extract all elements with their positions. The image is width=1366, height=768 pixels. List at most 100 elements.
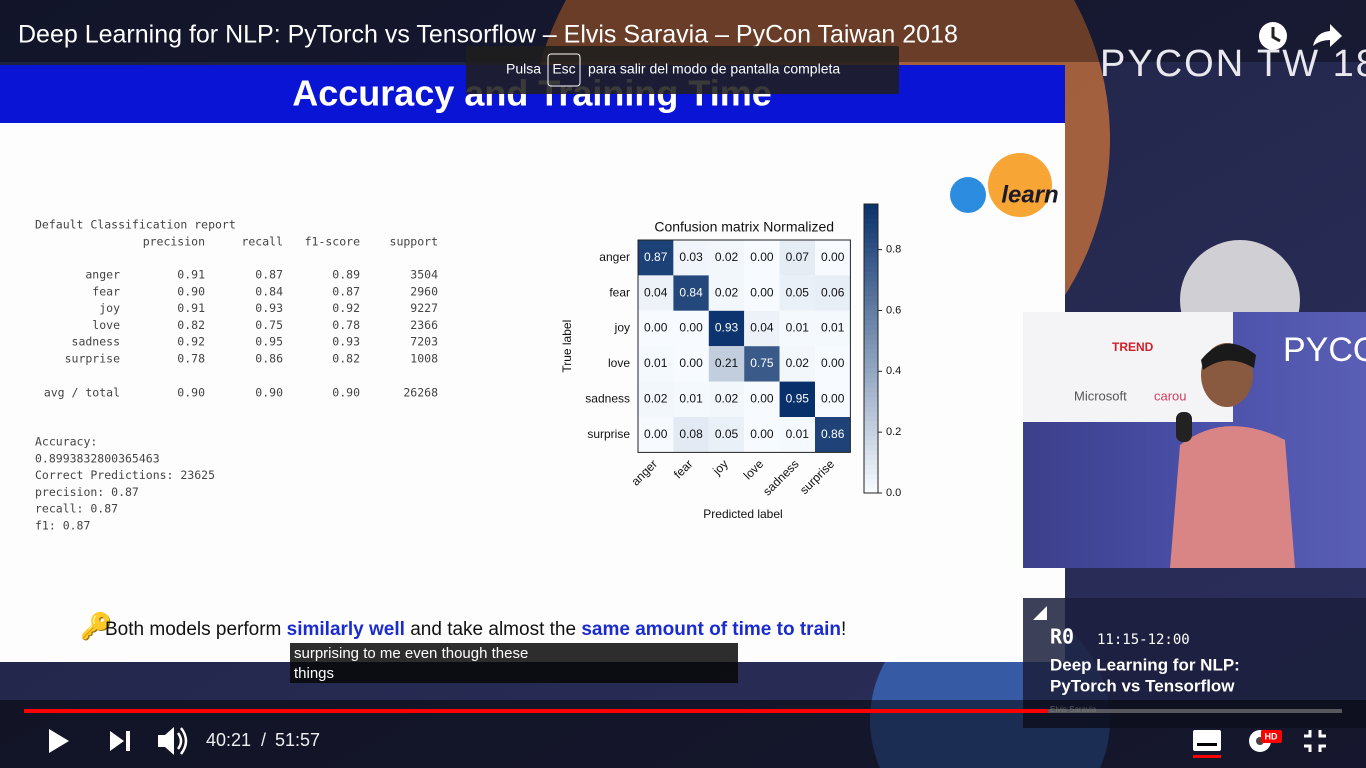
hd-label: HD: [1265, 731, 1278, 741]
watch-later-icon[interactable]: [1259, 22, 1287, 50]
colorbar-segment: [864, 204, 878, 210]
next-button[interactable]: [110, 731, 130, 751]
colorbar-segment: [864, 387, 878, 393]
cm-cell: [744, 310, 780, 347]
report-cell: 0.90: [177, 284, 205, 298]
colorbar-segment: [864, 285, 878, 292]
emphasis: same amount of time to train: [581, 619, 841, 640]
cm-value: 0.00: [750, 427, 774, 441]
time-slot: 11:15-12:00: [1097, 632, 1190, 648]
colorbar-segment: [864, 444, 878, 451]
report-cell: 0.82: [177, 318, 205, 332]
cm-cell: [815, 275, 851, 311]
cm-value: 0.00: [679, 356, 703, 370]
cm-row-label: surprise: [587, 427, 630, 441]
report-cell: 0.92: [177, 335, 205, 349]
report-cell: 9227: [410, 301, 438, 315]
duration: 51:57: [275, 730, 320, 750]
cm-value: 0.00: [821, 250, 845, 264]
report-cell: 0.91: [177, 268, 205, 282]
cm-value: 0.08: [679, 427, 703, 441]
colorbar-segment: [864, 218, 878, 224]
colorbar-segment: [864, 237, 878, 244]
cm-value: 0.02: [715, 250, 739, 264]
cm-cell: [744, 275, 780, 311]
colorbar-segment: [864, 382, 878, 388]
cm-cell: [779, 240, 815, 276]
colorbar-segment: [864, 473, 878, 480]
colorbar-segment: [864, 420, 878, 427]
caption-box: [290, 643, 738, 683]
report-cell: surprise: [65, 352, 120, 366]
report-cell: 0.78: [177, 352, 205, 366]
report-cell: sadness: [72, 335, 120, 349]
colorbar-segment: [864, 295, 878, 301]
cm-cell: [673, 417, 709, 453]
cm-cell: [708, 417, 745, 453]
cm-cell: [673, 275, 709, 311]
cm-value: 0.00: [644, 427, 668, 441]
colorbar-segment: [864, 406, 878, 412]
sponsor: TREND: [1112, 340, 1154, 354]
cm-value: 0.02: [715, 285, 739, 299]
cm-value: 0.00: [679, 321, 703, 335]
cm-value: 0.86: [821, 427, 845, 441]
colorbar-segment: [864, 425, 878, 431]
cm-cell: [779, 310, 815, 347]
cm-value: 0.05: [786, 285, 810, 299]
exit-fullscreen[interactable]: [1304, 730, 1326, 752]
cm-cell: [673, 310, 709, 347]
colorbar-segment: [864, 468, 878, 475]
cm-value: 0.02: [644, 391, 668, 405]
colorbar-segment: [864, 276, 878, 282]
colorbar-segment: [864, 372, 878, 378]
key-icon: 🔑: [80, 610, 112, 642]
talk-title: PyTorch vs Tensorflow: [1050, 676, 1235, 695]
colorbar-segment: [864, 252, 878, 258]
cm-row-label: sadness: [585, 391, 630, 405]
cm-value: 0.00: [750, 285, 774, 299]
colorbar-segment: [864, 483, 878, 489]
cm-cell: [638, 381, 674, 417]
cm-value: 0.01: [786, 321, 810, 335]
colorbar-segment: [864, 314, 878, 321]
footer-text: !: [841, 619, 846, 640]
cm-cell: [779, 346, 815, 382]
colorbar-segment: [864, 329, 878, 335]
colorbar-segment: [864, 459, 878, 465]
cm-cell: [673, 346, 709, 382]
colorbar-segment: [864, 266, 878, 272]
time-separator: /: [261, 730, 266, 750]
colorbar-segment: [864, 271, 878, 277]
colorbar-segment: [864, 334, 878, 340]
report-column: recall: [241, 235, 283, 249]
sponsor-board: [1023, 312, 1233, 422]
cm-value: 0.04: [750, 321, 774, 335]
cm-cell: [673, 381, 709, 417]
colorbar-segment: [864, 228, 878, 234]
report-column: support: [390, 235, 438, 249]
caption-line: surprising to me even though these: [294, 645, 528, 662]
report-cell: 0.90: [332, 386, 360, 400]
volume-button[interactable]: [158, 727, 188, 755]
play-button[interactable]: [49, 729, 69, 753]
subtitles-button[interactable]: [1193, 730, 1221, 758]
video-title[interactable]: Deep Learning for NLP: PyTorch vs Tensor…: [18, 21, 958, 49]
colorbar-label: 0.4: [886, 365, 901, 377]
sponsor: carou: [1154, 388, 1187, 403]
cm-cell: [779, 417, 815, 453]
share-icon[interactable]: [1313, 24, 1342, 47]
cm-cell: [744, 417, 780, 453]
colorbar-segment: [864, 367, 878, 374]
cm-row-label: joy: [614, 321, 630, 335]
pycon-logo: PYCON TW 18: [1100, 43, 1366, 85]
cm-cell: [708, 310, 745, 347]
colorbar-segment: [864, 358, 878, 364]
colorbar-segment: [864, 396, 878, 402]
cm-value: 0.03: [679, 250, 703, 264]
report-cell: love: [92, 318, 120, 332]
colorbar-segment: [864, 309, 878, 316]
sklearn-text: learn: [1001, 181, 1058, 208]
footer-text: Both models perform: [105, 619, 287, 640]
cm-value: 0.02: [715, 391, 739, 405]
